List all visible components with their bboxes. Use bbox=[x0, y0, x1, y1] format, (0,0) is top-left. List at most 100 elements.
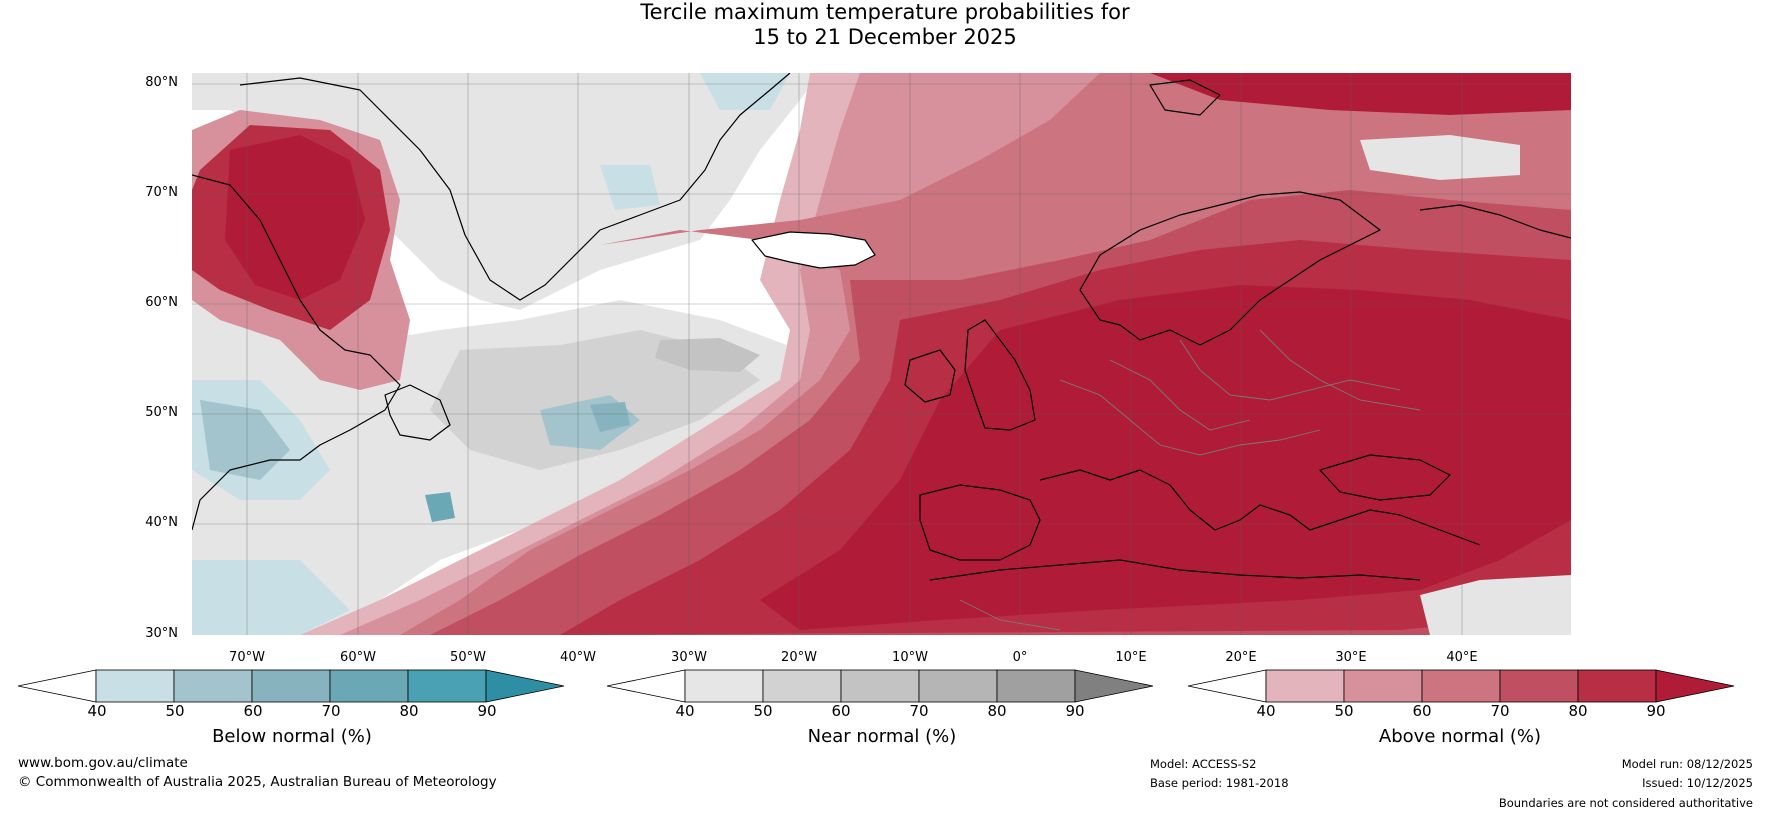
probability-field bbox=[192, 73, 1571, 635]
colorbar-extension-low bbox=[1187, 669, 1267, 703]
colorbar-label-below: Below normal (%) bbox=[212, 726, 372, 747]
title-line-2: 15 to 21 December 2025 bbox=[753, 25, 1017, 49]
lat-label: 60°N bbox=[145, 295, 178, 310]
coastline-iberia bbox=[919, 484, 1041, 561]
lon-label: 30°E bbox=[1335, 650, 1367, 665]
map-title: Tercile maximum temperature probabilitie… bbox=[0, 0, 1770, 50]
colorbar-segment bbox=[1265, 669, 1345, 703]
colorbar-above-normal bbox=[1187, 669, 1735, 703]
colorbar-segment bbox=[1499, 669, 1579, 703]
lon-label: 30°W bbox=[671, 650, 707, 665]
colorbar-extension-high bbox=[485, 669, 565, 703]
coastline-iceland bbox=[751, 231, 876, 269]
colorbar-below-normal bbox=[17, 669, 565, 703]
lat-label: 40°N bbox=[145, 515, 178, 530]
coastline-north-africa bbox=[929, 559, 1421, 581]
lon-label: 50°W bbox=[450, 650, 486, 665]
coastlines bbox=[192, 73, 1571, 581]
lon-label: 0° bbox=[1012, 650, 1028, 665]
colorbar-tick: 50 bbox=[753, 702, 773, 720]
colorbar-near-normal bbox=[606, 669, 1154, 703]
lat-label: 30°N bbox=[145, 626, 178, 641]
colorbar-tick: 70 bbox=[1490, 702, 1510, 720]
colorbar-tick: 60 bbox=[1412, 702, 1432, 720]
lon-label: 40°E bbox=[1446, 650, 1478, 665]
colorbar-segment bbox=[762, 669, 842, 703]
colorbar-segment bbox=[1343, 669, 1423, 703]
lon-label: 20°W bbox=[781, 650, 817, 665]
colorbar-segment bbox=[840, 669, 920, 703]
colorbar-extension-low bbox=[606, 669, 686, 703]
colorbar-extension-high bbox=[1074, 669, 1154, 703]
coastline-ireland bbox=[904, 349, 956, 403]
below-normal-region bbox=[600, 165, 660, 210]
coastline-svalbard bbox=[1149, 79, 1221, 116]
lat-label: 80°N bbox=[145, 75, 178, 90]
colorbar-tick: 40 bbox=[675, 702, 695, 720]
coastline-scandinavia bbox=[1079, 191, 1381, 346]
colorbar-segment bbox=[95, 669, 175, 703]
colorbar-extension-low bbox=[17, 669, 97, 703]
colorbar-tick: 80 bbox=[987, 702, 1007, 720]
footer-disclaimer: Boundaries are not considered authoritat… bbox=[1498, 796, 1753, 810]
colorbar-extension-high bbox=[1655, 669, 1735, 703]
footer-issued: Issued: 10/12/2025 bbox=[1642, 776, 1753, 790]
colorbar-tick: 90 bbox=[477, 702, 497, 720]
coastline-europe-south bbox=[1039, 469, 1481, 546]
colorbar-tick: 50 bbox=[1334, 702, 1354, 720]
near-normal-region bbox=[655, 338, 760, 372]
coastline-newfoundland bbox=[384, 384, 451, 441]
colorbar-segment bbox=[407, 669, 487, 703]
colorbar-tick: 90 bbox=[1065, 702, 1085, 720]
colorbar-tick: 40 bbox=[87, 702, 107, 720]
lat-label: 50°N bbox=[145, 405, 178, 420]
colorbar-segment bbox=[684, 669, 764, 703]
lon-label: 10°W bbox=[892, 650, 928, 665]
footer-model-run: Model run: 08/12/2025 bbox=[1621, 757, 1753, 771]
country-borders bbox=[959, 329, 1421, 631]
colorbar-tick: 60 bbox=[831, 702, 851, 720]
lon-label: 20°E bbox=[1225, 650, 1257, 665]
near-normal-region bbox=[1360, 135, 1520, 180]
lon-label: 40°W bbox=[560, 650, 596, 665]
colorbar-label-near: Near normal (%) bbox=[807, 726, 957, 747]
footer-copyright: © Commonwealth of Australia 2025, Austra… bbox=[18, 774, 497, 790]
above-normal-region bbox=[760, 285, 1571, 630]
below-normal-region bbox=[590, 402, 630, 432]
colorbar-segment bbox=[329, 669, 409, 703]
lon-label: 10°E bbox=[1115, 650, 1147, 665]
colorbar-segment bbox=[1577, 669, 1657, 703]
footer-base-period: Base period: 1981-2018 bbox=[1150, 776, 1289, 790]
graticule bbox=[192, 73, 1571, 635]
footer-website: www.bom.gov.au/climate bbox=[18, 755, 188, 771]
coastline-black-sea bbox=[1319, 454, 1451, 501]
colorbar-tick: 80 bbox=[399, 702, 419, 720]
colorbar-segment bbox=[173, 669, 253, 703]
coastline-russia-north bbox=[1419, 204, 1571, 239]
above-normal-region bbox=[225, 135, 365, 300]
coastline-labrador bbox=[192, 174, 401, 531]
colorbar-tick: 70 bbox=[321, 702, 341, 720]
near-normal-region bbox=[1420, 575, 1571, 635]
colorbar-tick: 80 bbox=[1568, 702, 1588, 720]
colorbar-tick: 90 bbox=[1646, 702, 1666, 720]
colorbar-tick: 40 bbox=[1256, 702, 1276, 720]
lon-label: 60°W bbox=[340, 650, 376, 665]
lat-label: 70°N bbox=[145, 185, 178, 200]
below-normal-region bbox=[425, 492, 455, 522]
colorbar-tick: 60 bbox=[243, 702, 263, 720]
colorbar-segment bbox=[1421, 669, 1501, 703]
coastline-great-britain bbox=[964, 319, 1036, 431]
colorbar-segment bbox=[918, 669, 998, 703]
coastline-greenland bbox=[239, 73, 791, 301]
below-normal-region bbox=[200, 400, 290, 480]
footer-model: Model: ACCESS-S2 bbox=[1150, 757, 1257, 771]
title-line-1: Tercile maximum temperature probabilitie… bbox=[640, 0, 1130, 24]
below-normal-region bbox=[192, 560, 350, 635]
colorbar-label-above: Above normal (%) bbox=[1378, 726, 1542, 747]
below-normal-region bbox=[700, 73, 790, 110]
above-normal-region bbox=[1150, 73, 1571, 115]
colorbar-segment bbox=[996, 669, 1076, 703]
colorbar-tick: 70 bbox=[909, 702, 929, 720]
